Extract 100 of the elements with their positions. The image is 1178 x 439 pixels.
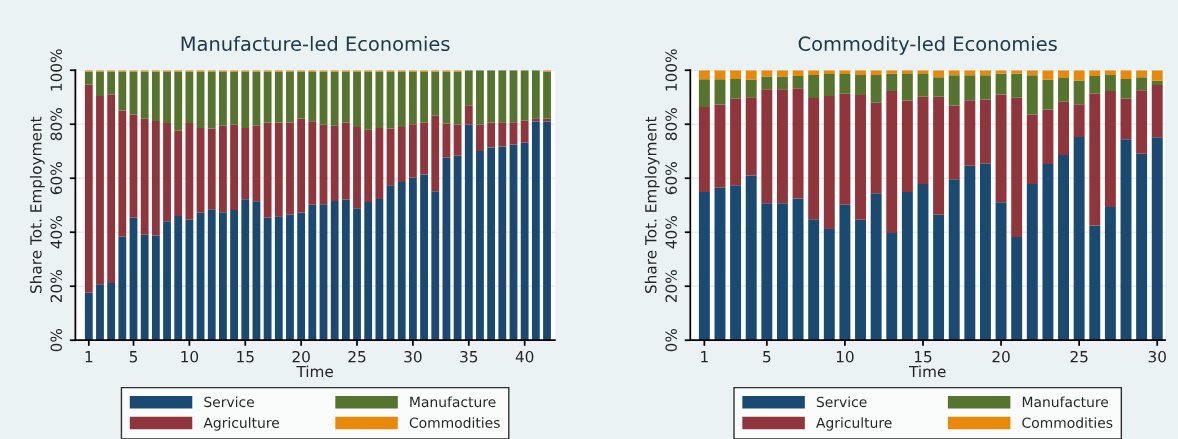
bar <box>917 74 929 97</box>
bar <box>1136 153 1148 341</box>
bar <box>730 70 742 79</box>
bar <box>274 71 283 123</box>
bar <box>263 122 272 218</box>
bar <box>297 71 306 119</box>
bar <box>761 203 773 341</box>
bar <box>498 70 507 123</box>
bar <box>1058 78 1069 102</box>
x-tick-label: 30 <box>1148 350 1166 363</box>
bar <box>408 71 417 125</box>
bar <box>979 99 991 164</box>
bar <box>855 219 866 341</box>
legend-label: Manufacture <box>410 396 496 408</box>
bar <box>174 216 183 341</box>
bar <box>185 219 194 341</box>
bar <box>453 71 462 125</box>
y-tick-label: 80% <box>665 108 677 141</box>
bar <box>330 200 339 341</box>
bar <box>698 192 710 341</box>
bar <box>274 122 283 217</box>
bar <box>839 204 851 341</box>
bar <box>745 175 757 341</box>
bar <box>364 201 373 341</box>
bar <box>196 128 205 213</box>
bar <box>531 121 540 341</box>
bar <box>1104 75 1116 92</box>
bar <box>933 214 945 341</box>
bar <box>107 282 116 341</box>
bar <box>823 74 835 96</box>
bar <box>219 71 227 126</box>
legend-label: Commodities <box>409 417 500 428</box>
bar <box>476 150 484 341</box>
x-tick-label: 5 <box>129 351 138 363</box>
bar <box>118 110 127 237</box>
bar <box>1089 225 1101 341</box>
bar <box>1042 109 1054 164</box>
bar <box>129 71 138 115</box>
bar <box>1151 85 1163 138</box>
bar <box>1151 80 1163 86</box>
bar <box>520 142 529 341</box>
bar <box>151 71 160 121</box>
x-tick-label: 30 <box>404 350 422 363</box>
bar <box>698 70 710 80</box>
chart-title: Commodity-led Economies <box>798 36 1057 55</box>
bar <box>464 124 473 341</box>
bar <box>498 146 507 341</box>
x-axis-title: Time <box>908 365 946 378</box>
x-tick-label: 40 <box>515 350 534 363</box>
bar <box>353 208 361 341</box>
bar <box>520 70 529 121</box>
bar <box>241 128 250 200</box>
bar <box>330 125 339 201</box>
bar <box>823 228 835 341</box>
bar <box>286 71 294 123</box>
bar <box>84 71 93 85</box>
bar <box>151 121 160 236</box>
bar <box>979 163 991 341</box>
bar <box>531 118 540 122</box>
bar <box>453 155 462 341</box>
bar <box>476 70 484 125</box>
bar <box>855 95 866 220</box>
y-tick-label: 40% <box>665 216 677 249</box>
y-tick-label: 0% <box>50 328 63 352</box>
bar <box>730 185 742 341</box>
bar <box>408 124 417 178</box>
bar <box>776 76 788 90</box>
y-tick-label: 100% <box>665 49 677 91</box>
bar <box>855 75 866 96</box>
bar <box>1073 80 1085 105</box>
bar <box>792 198 804 341</box>
bar <box>1042 70 1054 80</box>
bar <box>698 106 710 192</box>
bar <box>1026 75 1038 115</box>
bar <box>96 284 104 341</box>
bar <box>901 74 913 101</box>
bar <box>308 204 317 341</box>
bar <box>397 182 406 341</box>
bar <box>1011 73 1023 98</box>
bar <box>1151 137 1163 341</box>
bar <box>948 105 960 180</box>
legend-label: Agriculture <box>816 417 892 431</box>
bar <box>163 122 171 222</box>
bar <box>964 165 976 341</box>
bar <box>870 102 882 194</box>
x-tick-label: 20 <box>292 350 310 363</box>
bar <box>1120 78 1132 99</box>
bar <box>520 120 529 143</box>
y-tick-label: 60% <box>665 162 677 195</box>
bar <box>420 122 428 175</box>
bar <box>230 210 238 341</box>
bar <box>948 179 960 341</box>
bar <box>761 76 773 90</box>
bar <box>241 199 250 341</box>
bar <box>543 118 551 122</box>
bar <box>886 233 898 341</box>
bar <box>792 75 804 89</box>
bar <box>1073 104 1085 137</box>
x-tick-label: 15 <box>237 351 254 363</box>
bar <box>163 71 171 123</box>
